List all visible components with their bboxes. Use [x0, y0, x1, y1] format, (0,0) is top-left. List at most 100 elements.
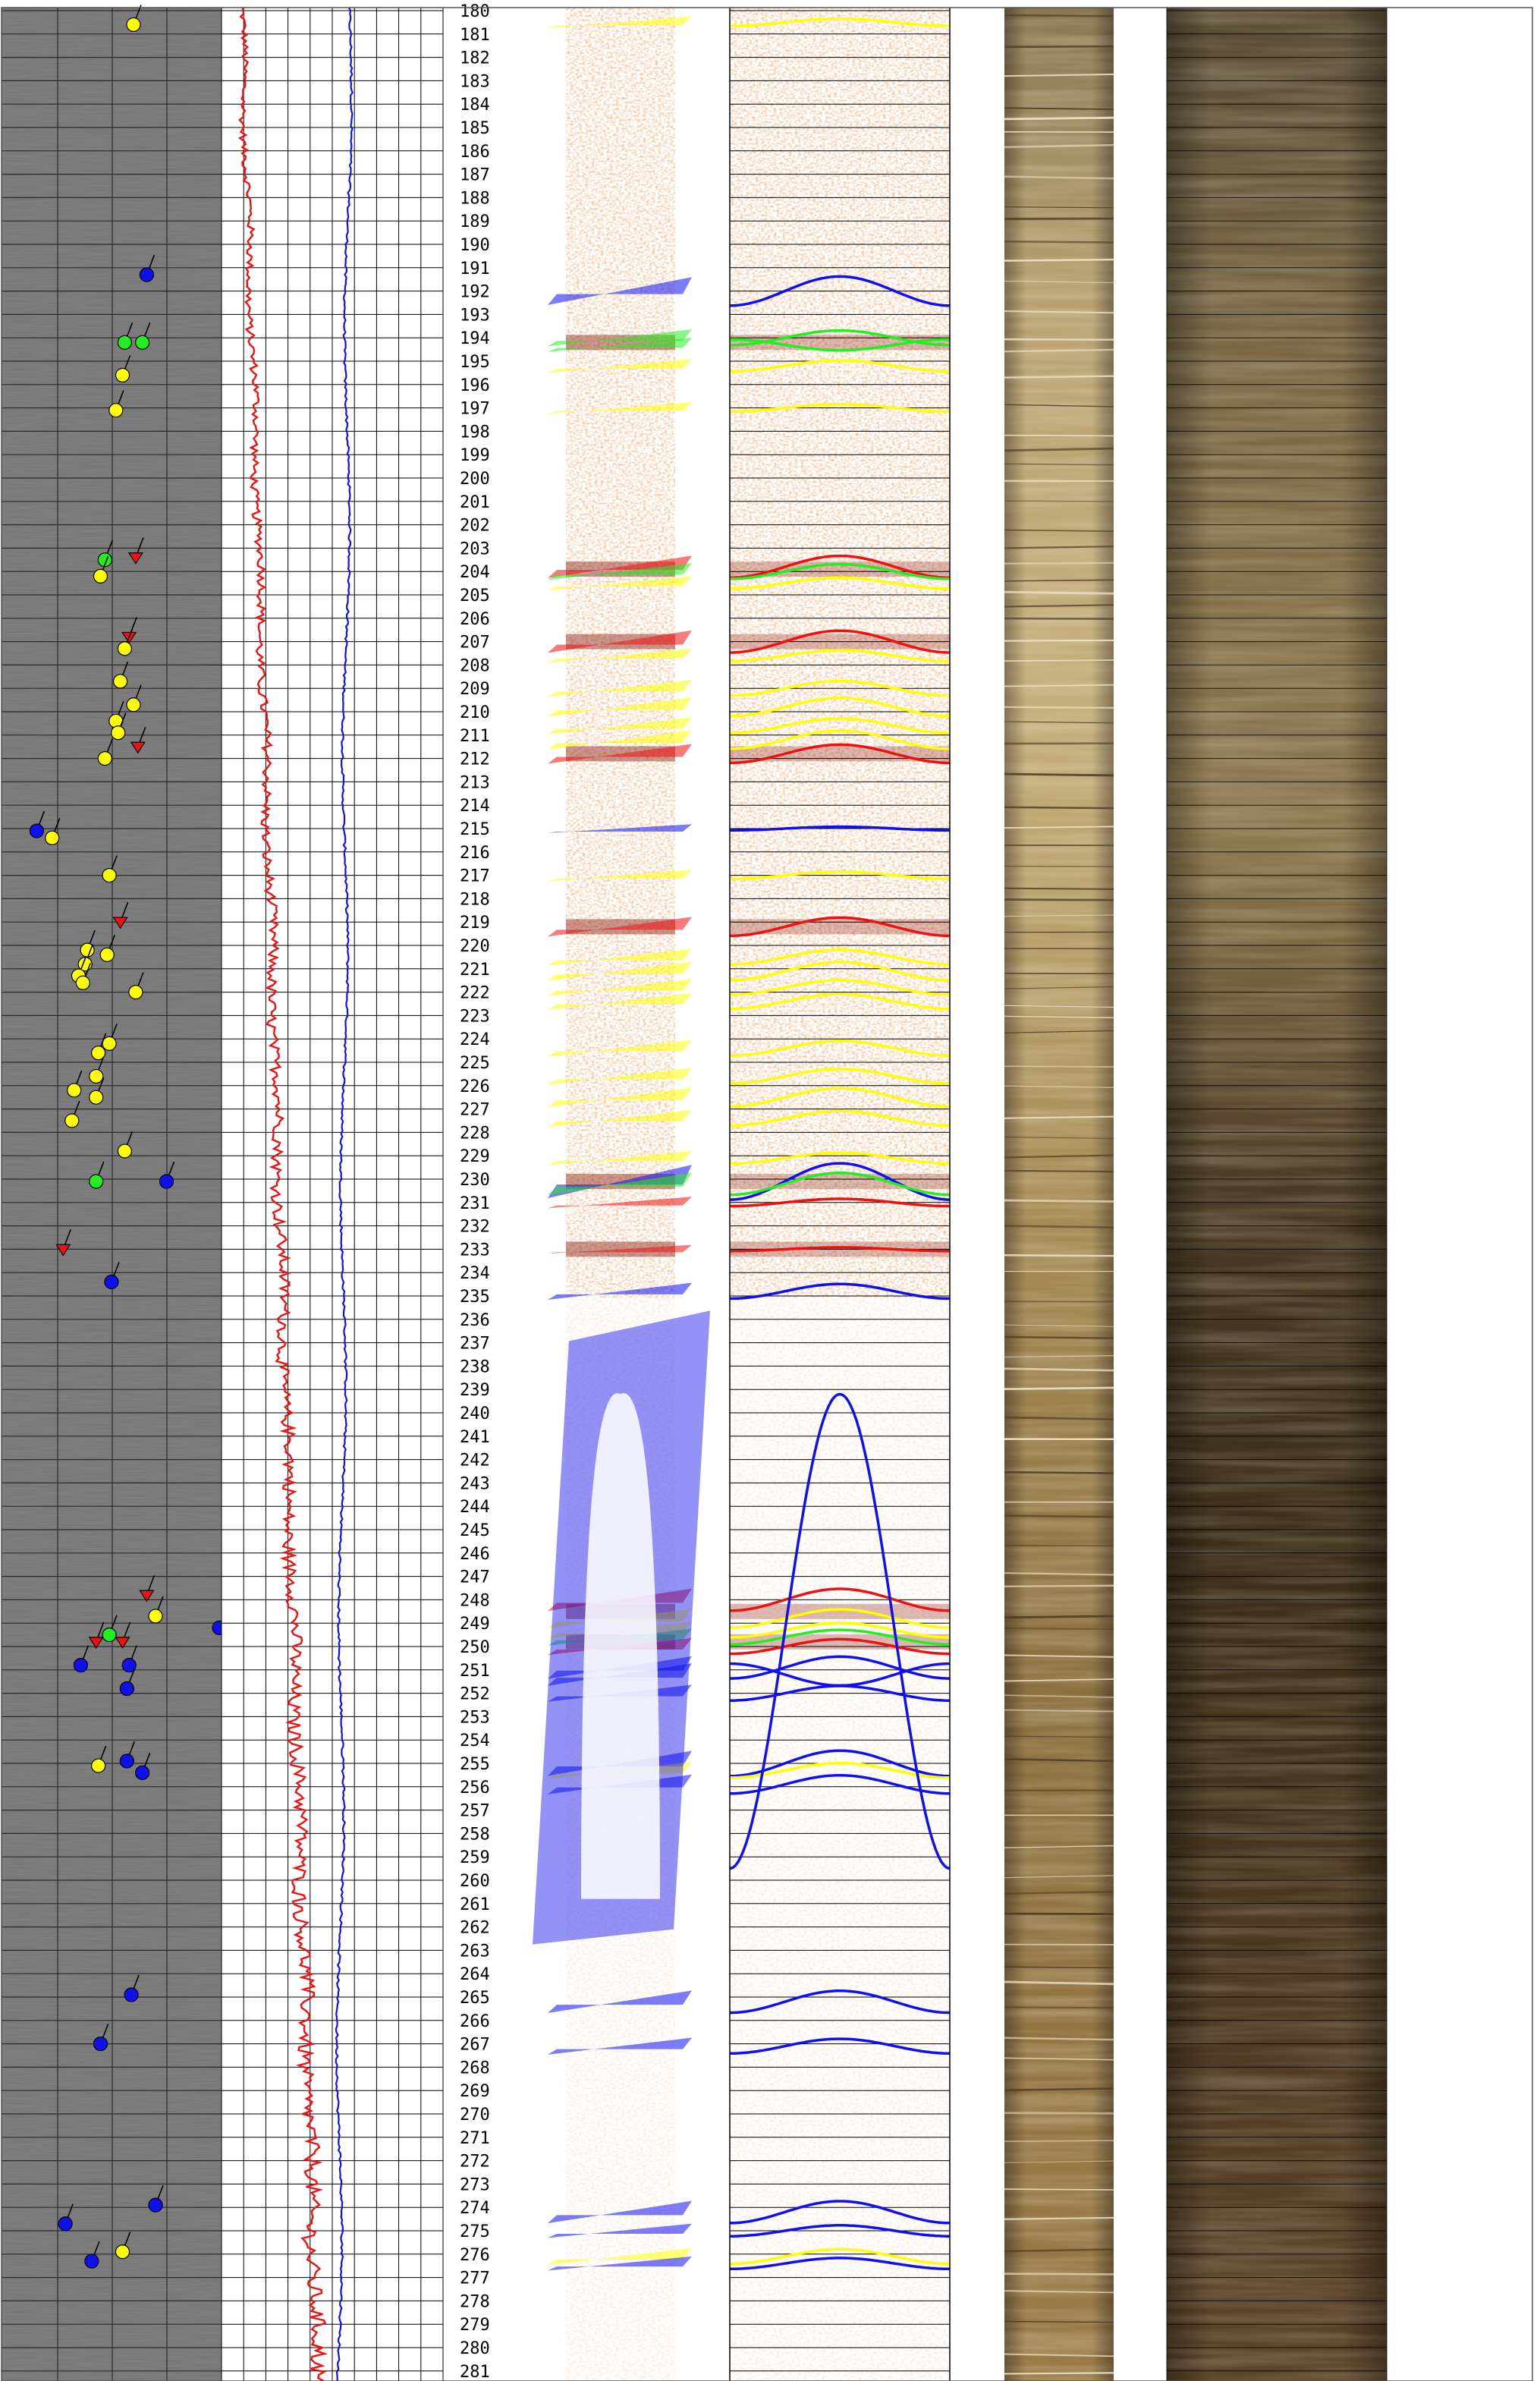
sinusoid-track [729, 8, 951, 2381]
tadpole-circle [29, 810, 46, 838]
tadpole-triangle [55, 1229, 71, 1257]
tadpole-circle [124, 1974, 140, 2002]
plane-symbol [548, 358, 692, 373]
sinusoid [730, 554, 950, 580]
tadpole-circle [102, 855, 118, 883]
depth-label: 214 [460, 797, 490, 816]
tadpole-circle [89, 1056, 105, 1084]
depth-label: 202 [460, 517, 490, 536]
plane-symbol [548, 329, 692, 347]
plane-symbols [533, 16, 710, 2271]
plane-symbol [548, 824, 692, 833]
tadpole-circle [45, 818, 61, 845]
sinusoid [730, 17, 950, 27]
depth-label: 243 [460, 1474, 490, 1493]
depth-label: 225 [460, 1054, 490, 1073]
sinusoid [730, 916, 950, 938]
tadpole-circle [126, 684, 142, 712]
plane-symbol [548, 1197, 692, 1209]
depth-label: 268 [460, 2059, 490, 2077]
tadpole-triangle [112, 901, 129, 929]
depth-label: 270 [460, 2106, 490, 2125]
sinusoid [730, 2037, 950, 2055]
sinusoid-layer [730, 17, 950, 2271]
depth-label: 199 [460, 446, 490, 465]
depth-label: 189 [460, 212, 490, 231]
sinusoid [730, 729, 950, 750]
sinusoid [730, 2200, 950, 2225]
depth-label: 224 [460, 1030, 490, 1049]
plane-symbol [548, 1990, 692, 2013]
tadpole-circle [148, 1596, 164, 1624]
depth-label: 253 [460, 1708, 490, 1727]
plane-symbol [548, 1068, 692, 1085]
depth-label: 217 [460, 867, 490, 886]
sinusoid [730, 2224, 950, 2238]
tadpole-circle [58, 2203, 74, 2232]
depth-label: 263 [460, 1942, 490, 1961]
tadpole-circle [117, 322, 134, 350]
sinusoid [730, 1587, 950, 1612]
sinusoid [730, 1246, 950, 1253]
depth-label: 277 [460, 2269, 490, 2288]
depth-label: 182 [460, 49, 490, 68]
tadpole-triangle [127, 537, 144, 565]
depth-label: 262 [460, 1919, 490, 1938]
tadpole-circle [159, 1161, 175, 1189]
depth-label: 233 [460, 1241, 490, 1260]
tadpole-circle [91, 1033, 107, 1061]
tadpole-circle [108, 701, 124, 728]
depth-label: 196 [460, 376, 490, 395]
sinusoid [730, 2247, 950, 2266]
tadpole-circle [111, 712, 127, 741]
tadpole-circle [73, 1645, 90, 1673]
plane-symbol [548, 2247, 692, 2266]
plane-symbol [548, 1040, 692, 1057]
depth-label: 193 [460, 306, 490, 325]
plane-symbol [548, 277, 692, 305]
plane-symbol [548, 870, 692, 882]
depth-label: 276 [460, 2246, 490, 2265]
tadpole-circle [113, 661, 129, 689]
sinusoid [730, 979, 950, 996]
depth-label: 261 [460, 1895, 490, 1914]
depth-label: 275 [460, 2222, 490, 2241]
depth-label: 190 [460, 236, 490, 255]
sinusoid [730, 1151, 950, 1165]
depth-label: 207 [460, 634, 490, 653]
tadpole-circle [128, 972, 144, 1000]
curve-grid [221, 8, 444, 2381]
tadpole-circle [121, 1645, 137, 1673]
depth-label: 197 [460, 400, 490, 419]
depth-label: 247 [460, 1568, 490, 1587]
image-log-track [533, 8, 710, 2381]
depth-label: 185 [460, 119, 490, 138]
tadpole-circle [75, 962, 92, 990]
plane-symbol [548, 555, 692, 578]
plane-symbol [548, 1165, 692, 1199]
plane-symbol [548, 992, 692, 1011]
depth-label: 227 [460, 1101, 490, 1120]
tadpole-circle [93, 2024, 109, 2052]
depth-label: 244 [460, 1498, 490, 1517]
depth-label: 273 [460, 2175, 490, 2194]
tadpole-circle [84, 2241, 100, 2269]
plane-symbol [548, 2223, 692, 2238]
depth-label: 256 [460, 1779, 490, 1798]
plane-symbol [548, 563, 692, 580]
depth-label: 221 [460, 961, 490, 980]
depth-label: 181 [460, 26, 490, 45]
plane-symbol [548, 729, 692, 750]
tadpole-circle [119, 1669, 136, 1697]
depth-label: 205 [460, 587, 490, 605]
sinusoid [730, 1621, 950, 1639]
depth-label: 269 [460, 2082, 490, 2101]
sinusoid [730, 359, 950, 373]
sinusoid [730, 1761, 950, 1779]
depth-label: 257 [460, 1802, 490, 1821]
tadpole-circle [97, 738, 114, 766]
plane-symbol [548, 648, 692, 663]
tadpole-triangle [88, 1621, 105, 1649]
sinusoid [730, 1087, 950, 1108]
tadpole-circle [139, 254, 156, 282]
